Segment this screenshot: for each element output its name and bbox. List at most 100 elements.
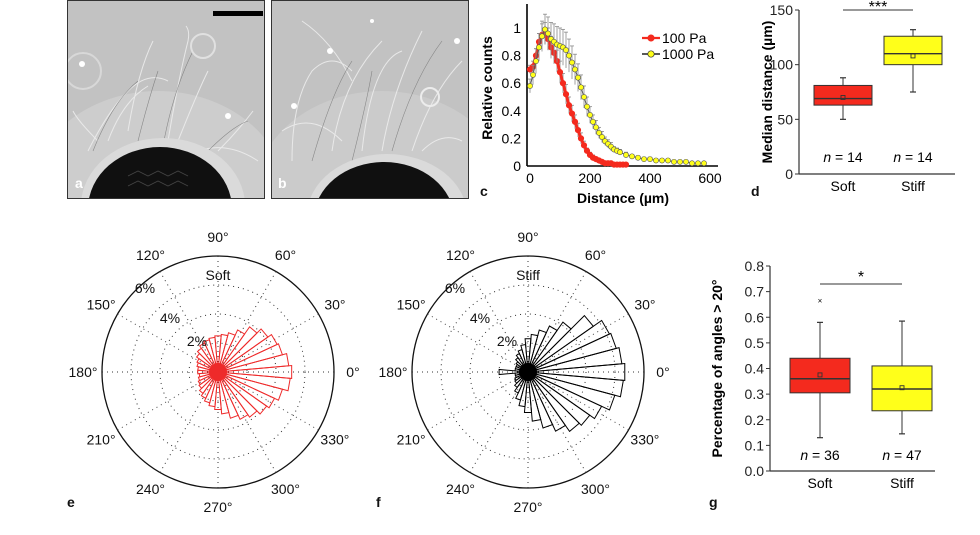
data-point <box>590 118 596 125</box>
micrograph-a <box>67 0 265 199</box>
radial-label: 4% <box>160 310 180 326</box>
x-tick-label: Soft <box>831 178 856 194</box>
y-tick-label: 1 <box>513 20 521 36</box>
data-point <box>569 59 575 66</box>
data-point <box>580 142 588 149</box>
angle-label: 0° <box>346 364 359 380</box>
data-point <box>653 157 659 164</box>
data-point <box>536 44 542 51</box>
micrograph-b <box>271 0 469 199</box>
chart-c: 0 0.2 0.4 0.6 0.8 1 0 200 400 600 Distance (µm) Rel… <box>479 4 722 206</box>
legend-label: 1000 Pa <box>662 46 714 62</box>
data-point <box>635 154 641 161</box>
data-point <box>584 103 590 110</box>
angle-label: 210° <box>87 432 116 448</box>
radial-label: 4% <box>470 310 490 326</box>
x-tick-label: Soft <box>808 475 833 491</box>
panel-label-g: g <box>709 494 718 510</box>
x-tick-label: 400 <box>638 170 662 186</box>
y-tick-label: 0.0 <box>745 463 765 479</box>
angular-gridline <box>527 271 587 373</box>
angle-label: 330° <box>320 432 349 448</box>
y-tick-label: 0.1 <box>745 437 765 453</box>
data-point <box>671 158 677 165</box>
data-point <box>677 158 683 165</box>
angular-gridline <box>117 371 219 431</box>
mean-marker <box>840 95 846 100</box>
angle-label: 210° <box>397 432 426 448</box>
significance-stars: * <box>858 269 864 286</box>
data-point <box>623 152 629 158</box>
box-iqr <box>789 357 851 394</box>
data-point <box>629 153 635 160</box>
radial-gridline <box>440 284 616 460</box>
rose-bar <box>527 362 626 382</box>
angle-label: 270° <box>514 499 543 515</box>
data-point <box>571 118 579 125</box>
y-tick-label: 50 <box>777 111 793 127</box>
angle-label: 0° <box>656 364 669 380</box>
rose-center <box>519 363 537 381</box>
angle-label: 30° <box>634 297 655 313</box>
panel-label-c: c <box>480 183 488 199</box>
data-point <box>533 58 539 65</box>
n-symbol: n <box>800 447 808 463</box>
series-1000-pa <box>527 13 707 167</box>
radial-gridline <box>130 284 306 460</box>
data-point <box>665 157 671 164</box>
angle-label: 60° <box>275 247 296 263</box>
angle-label: 270° <box>204 499 233 515</box>
y-tick-label: 0.6 <box>502 75 522 91</box>
data-point <box>647 156 653 162</box>
y-tick-label: 0.8 <box>745 258 765 274</box>
data-point <box>659 157 665 164</box>
mean-marker <box>899 385 905 391</box>
legend-marker <box>647 34 655 42</box>
panel-label-f: f <box>376 494 381 510</box>
x-tick-label: Stiff <box>890 475 914 491</box>
y-axis-title: Median distance (µm) <box>759 21 775 164</box>
data-point <box>539 33 545 40</box>
data-point <box>556 69 564 76</box>
angle-label: 90° <box>207 229 228 245</box>
data-point <box>559 80 567 87</box>
panel-label-a: a <box>75 175 83 191</box>
data-point <box>568 110 576 117</box>
y-axis-title: Relative counts <box>479 36 495 140</box>
data-point <box>581 94 587 100</box>
box-iqr <box>883 35 943 66</box>
legend-marker <box>647 50 655 58</box>
angle-label: 300° <box>271 481 300 497</box>
n-value: = 36 <box>808 447 840 463</box>
angle-label: 90° <box>517 229 538 245</box>
y-axis-title: Percentage of angles > 20° <box>709 280 725 458</box>
angular-gridline <box>427 371 529 431</box>
data-point <box>577 135 585 142</box>
mean-marker <box>910 53 916 59</box>
x-tick-label: Stiff <box>901 178 925 194</box>
rose-bar <box>527 371 624 398</box>
data-point <box>587 112 593 118</box>
x-tick-label: 600 <box>698 170 722 186</box>
rose-bar <box>217 365 293 379</box>
data-point <box>596 129 602 136</box>
y-tick-label: 100 <box>770 57 794 73</box>
mean-marker <box>817 372 823 378</box>
data-point <box>527 83 533 89</box>
angular-gridline <box>159 371 219 473</box>
angle-label: 120° <box>446 247 475 263</box>
data-point <box>617 149 623 156</box>
n-symbol: n <box>893 149 901 165</box>
radial-label: 6% <box>445 280 465 296</box>
data-point <box>622 161 630 168</box>
data-point <box>578 84 584 91</box>
angle-label: 60° <box>585 247 606 263</box>
angle-label: 330° <box>630 432 659 448</box>
polar-title: Soft <box>206 267 231 283</box>
data-point <box>575 74 581 81</box>
y-tick-label: 0 <box>513 158 521 174</box>
significance-stars: *** <box>869 0 888 16</box>
data-point <box>599 134 605 140</box>
